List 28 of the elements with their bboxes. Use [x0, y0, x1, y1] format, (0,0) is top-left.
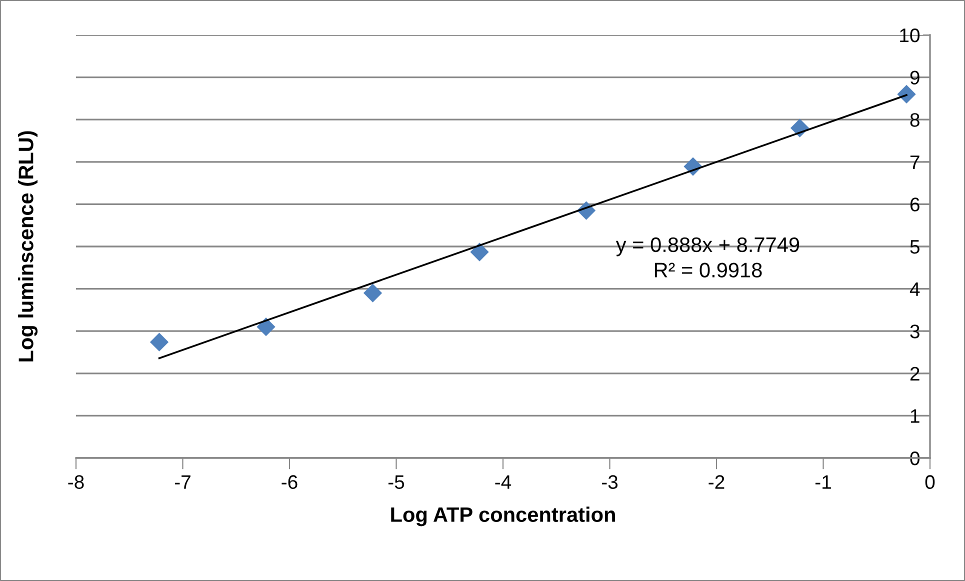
x-axis-title: Log ATP concentration [391, 506, 615, 526]
y-tick-label: 3 [910, 324, 920, 338]
x-tick-label: -1 [815, 475, 831, 489]
y-tick-label: 7 [910, 156, 920, 169]
x-tick-label: -2 [708, 475, 724, 489]
point [897, 84, 916, 104]
y-tick-label: 5 [910, 240, 920, 254]
x-tick-label: -5 [388, 475, 404, 489]
x-tick-label: -4 [495, 475, 512, 489]
annotation: R² = 0.9918 [654, 262, 762, 278]
point [150, 332, 169, 352]
y-tick-label: 2 [910, 366, 920, 380]
y-tick-label: 9 [910, 70, 920, 85]
y-tick-label: 1 [910, 409, 920, 423]
point [470, 242, 489, 262]
annotation: y = 0.888x + 8.7749 [616, 237, 800, 256]
point [256, 318, 276, 336]
x-tick-label: -3 [602, 475, 618, 489]
y-tick-label: 6 [910, 198, 920, 212]
y-tick-label: 4 [910, 282, 920, 296]
y-tick-label: 10 [900, 28, 920, 42]
point [363, 284, 382, 302]
x-tick-label: 0 [925, 475, 935, 489]
x-tick-label: -7 [174, 475, 190, 489]
y-axis-title: Log luminscence (RLU) [18, 131, 38, 362]
x-tick-label: -6 [282, 475, 298, 489]
x-tick-label: -8 [68, 475, 84, 489]
y-tick-label: 8 [910, 113, 920, 127]
